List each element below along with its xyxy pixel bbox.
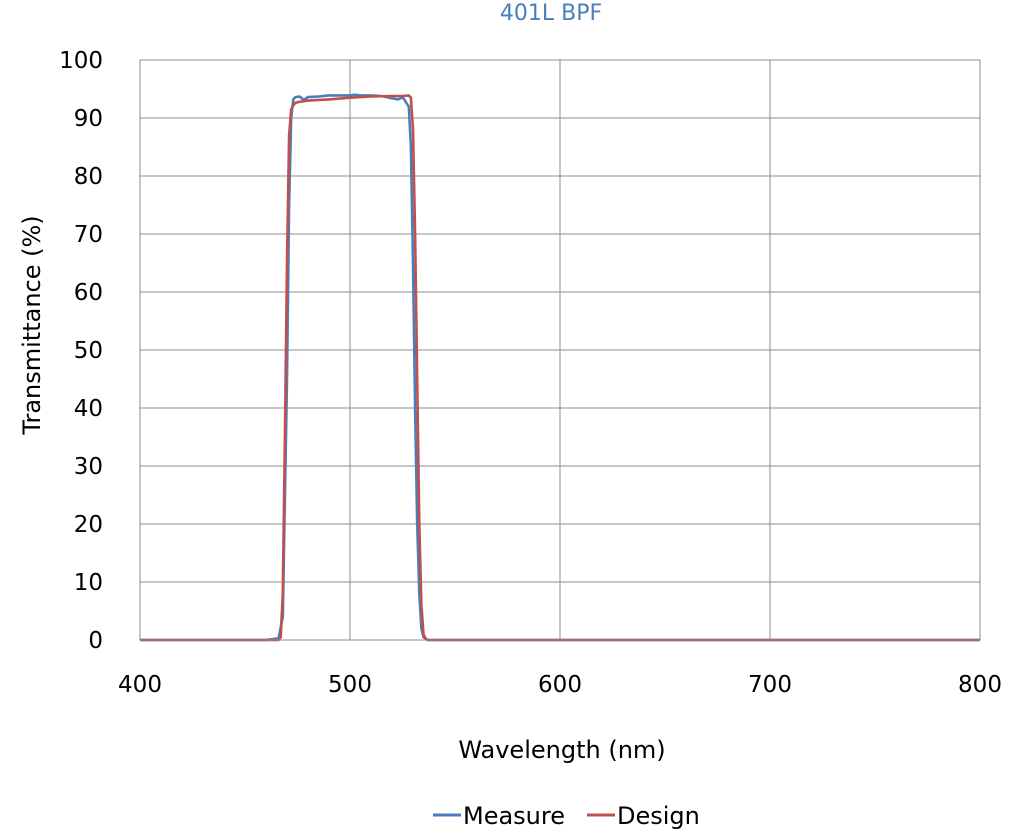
y-tick-label: 30 (74, 454, 103, 480)
x-tick-label: 600 (538, 672, 582, 698)
y-axis-ticks: 0 10 20 30 40 50 60 70 80 90 100 (59, 48, 103, 654)
plot-area-border (139, 59, 981, 641)
y-tick-label: 0 (88, 628, 103, 654)
x-tick-label: 800 (958, 672, 1002, 698)
x-tick-label: 700 (748, 672, 792, 698)
y-axis-title: Transmittance (%) (18, 215, 46, 435)
y-tick-label: 60 (74, 280, 103, 306)
y-tick-label: 90 (74, 106, 103, 132)
legend-label-measure: Measure (463, 802, 565, 830)
y-tick-label: 50 (74, 338, 103, 364)
legend-label-design: Design (617, 802, 700, 830)
y-tick-label: 40 (74, 396, 103, 422)
y-tick-label: 70 (74, 222, 103, 248)
x-axis-title: Wavelength (nm) (458, 736, 665, 764)
y-tick-label: 80 (74, 164, 103, 190)
x-tick-label: 500 (328, 672, 372, 698)
y-tick-label: 20 (74, 512, 103, 538)
legend: Measure Design (433, 802, 700, 830)
series-line-design (140, 94, 980, 642)
x-tick-label: 400 (118, 672, 162, 698)
plot-frame (139, 59, 981, 641)
y-tick-label: 100 (59, 48, 103, 74)
grid (139, 59, 981, 641)
y-tick-label: 10 (74, 570, 103, 596)
chart-title: 401L BPF (500, 1, 602, 26)
x-axis-ticks: 400 500 600 700 800 (118, 672, 1002, 698)
plot-series (140, 93, 980, 642)
